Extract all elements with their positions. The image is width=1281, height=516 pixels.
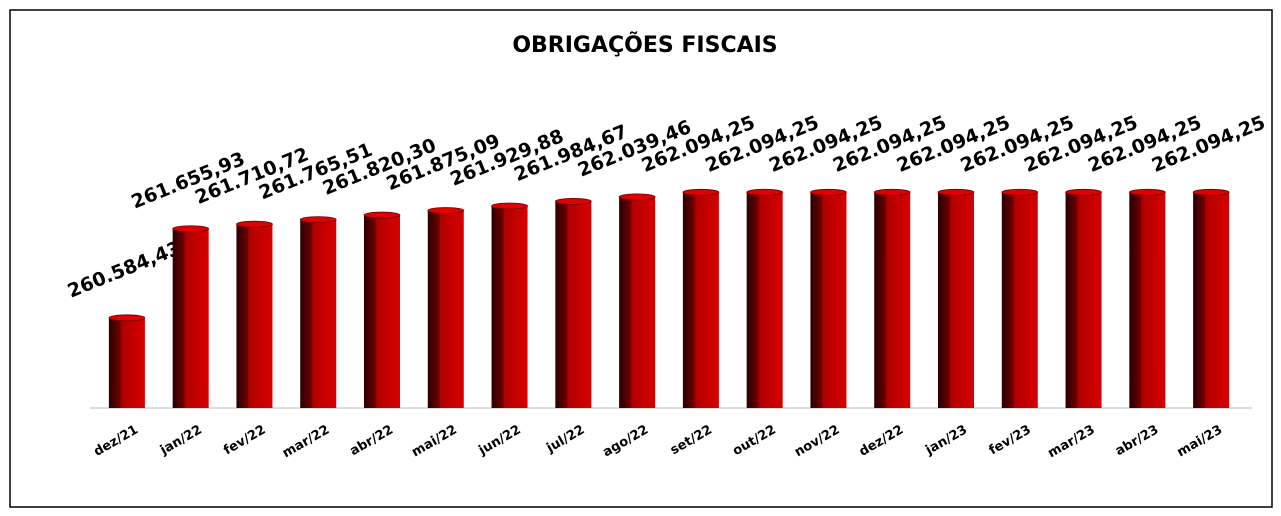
bar — [682, 192, 719, 408]
bar — [1129, 192, 1166, 408]
bar — [1065, 192, 1102, 408]
bar-top — [1128, 188, 1166, 196]
bar-top — [873, 188, 911, 196]
bar-top — [682, 188, 720, 196]
bar — [300, 219, 337, 408]
bar-top — [299, 216, 337, 224]
bar-top — [172, 225, 210, 233]
chart-title: OBRIGAÇÕES FISCAIS — [512, 32, 777, 58]
bar — [491, 205, 528, 408]
bar — [427, 210, 464, 408]
bar — [555, 201, 592, 408]
bar-top — [427, 207, 465, 214]
bar-top — [1065, 188, 1102, 196]
bar — [364, 215, 400, 408]
bar-top — [363, 211, 401, 219]
bar-top — [1192, 188, 1230, 196]
bar-top — [746, 188, 784, 196]
bar-top — [108, 314, 146, 322]
bar — [172, 228, 209, 408]
bar-top — [810, 188, 847, 196]
bar — [619, 196, 656, 408]
bar-top — [554, 198, 592, 205]
bar — [746, 192, 783, 408]
bar — [938, 192, 974, 408]
bar-top — [1001, 188, 1039, 196]
bar — [874, 192, 911, 408]
bar — [1193, 192, 1230, 408]
bar — [108, 317, 145, 408]
bar-top — [937, 188, 975, 196]
bar — [1001, 192, 1038, 408]
bar-top — [491, 202, 528, 210]
bar-top — [618, 193, 656, 201]
bar — [236, 224, 273, 408]
bar — [810, 192, 847, 408]
bar-top — [236, 220, 273, 228]
